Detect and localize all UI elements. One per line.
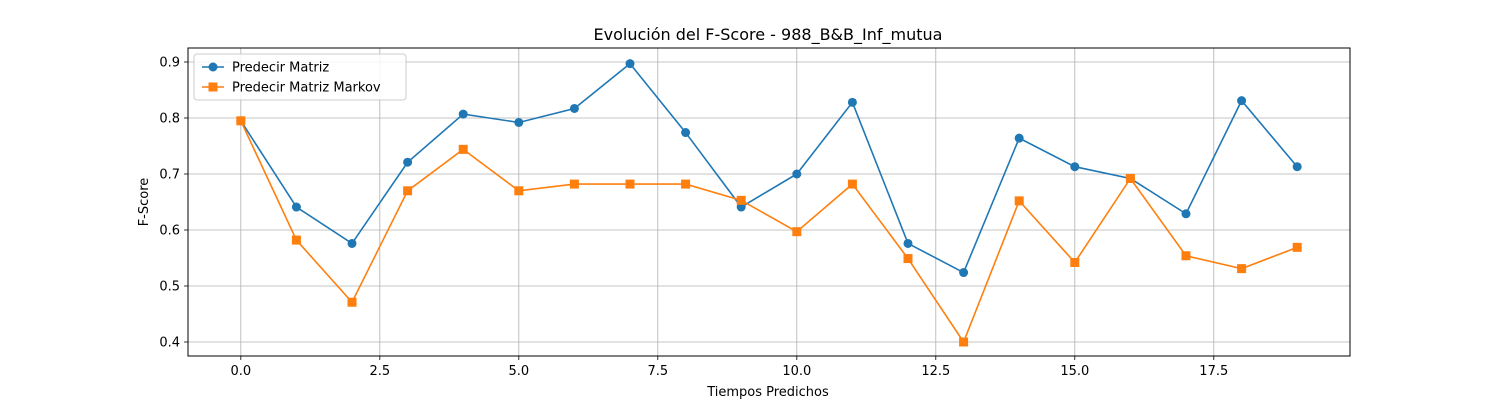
- legend-label-markov: Predecir Matriz Markov: [232, 81, 381, 96]
- x-tick-label: 15.0: [1060, 364, 1089, 379]
- legend-box: [193, 53, 407, 101]
- data-point-matriz: [1237, 96, 1247, 106]
- grid: [188, 48, 1350, 356]
- y-axis-label: F-Score: [137, 178, 152, 227]
- data-point-matriz: [1070, 162, 1080, 172]
- data-point-markov: [458, 144, 468, 154]
- y-tick-label: 0.4: [159, 336, 180, 351]
- data-point-matriz: [1014, 133, 1024, 143]
- data-point-markov: [1125, 173, 1135, 183]
- data-point-markov: [847, 179, 857, 189]
- x-axis-label: Tiempos Predichos: [706, 385, 829, 400]
- data-point-matriz: [847, 97, 857, 107]
- legend-marker-matriz: [208, 62, 218, 72]
- series-line-matriz: [240, 62, 1298, 274]
- data-point-matriz: [625, 59, 635, 69]
- data-point-matriz: [1181, 209, 1191, 219]
- data-point-markov: [681, 179, 691, 189]
- data-point-matriz: [347, 238, 357, 248]
- data-point-matriz: [291, 202, 301, 212]
- data-point-markov: [792, 227, 802, 237]
- x-tick-label: 5.0: [508, 364, 529, 379]
- data-point-matriz: [959, 268, 969, 278]
- data-point-matriz: [1292, 162, 1302, 172]
- data-point-markov: [569, 179, 579, 189]
- data-point-markov: [1070, 257, 1080, 267]
- data-point-matriz: [903, 238, 913, 248]
- y-tick-label: 0.5: [159, 280, 180, 295]
- x-tick-label: 17.5: [1199, 364, 1228, 379]
- data-point-matriz: [792, 169, 802, 179]
- y-tick-label: 0.9: [159, 56, 180, 71]
- data-point-markov: [625, 179, 635, 189]
- data-point-markov: [347, 297, 357, 307]
- series-line-markov: [240, 120, 1298, 344]
- x-tick-label: 2.5: [369, 364, 390, 379]
- legend-label-matriz: Predecir Matriz: [232, 61, 329, 76]
- data-point-matriz: [569, 103, 579, 113]
- data-point-markov: [959, 337, 969, 347]
- data-point-matriz: [681, 128, 691, 138]
- y-tick-label: 0.8: [159, 112, 180, 127]
- y-tick-label: 0.7: [159, 168, 180, 183]
- legend-marker-markov: [208, 82, 218, 92]
- data-point-markov: [1181, 251, 1191, 261]
- series-layer: [236, 59, 1302, 347]
- data-point-markov: [1292, 242, 1302, 252]
- x-tick-label: 7.5: [647, 364, 668, 379]
- plot-frame: [187, 47, 1351, 357]
- data-point-markov: [236, 116, 246, 126]
- data-point-markov: [1014, 196, 1024, 206]
- chart-title: Evolución del F-Score - 988_B&B_Inf_mutu…: [594, 25, 943, 45]
- data-point-markov: [903, 254, 913, 264]
- data-point-markov: [514, 186, 524, 196]
- ticks: 0.0 2.5 5.0 7.5 10.0 12.5 15.0 17.5 0.4 0.5 0.6 0.7…: [159, 56, 1228, 380]
- y-tick-label: 0.6: [159, 224, 180, 239]
- data-point-markov: [1237, 264, 1247, 274]
- x-tick-label: 12.5: [921, 364, 950, 379]
- data-point-matriz: [458, 109, 468, 119]
- data-point-markov: [403, 186, 413, 196]
- legend: Predecir Matriz Predecir Matriz Markov: [193, 53, 407, 101]
- data-point-markov: [736, 195, 746, 205]
- x-tick-label: 10.0: [782, 364, 811, 379]
- data-point-markov: [291, 235, 301, 245]
- data-point-matriz: [403, 157, 413, 167]
- x-tick-label: 0.0: [230, 364, 251, 379]
- data-point-matriz: [514, 117, 524, 127]
